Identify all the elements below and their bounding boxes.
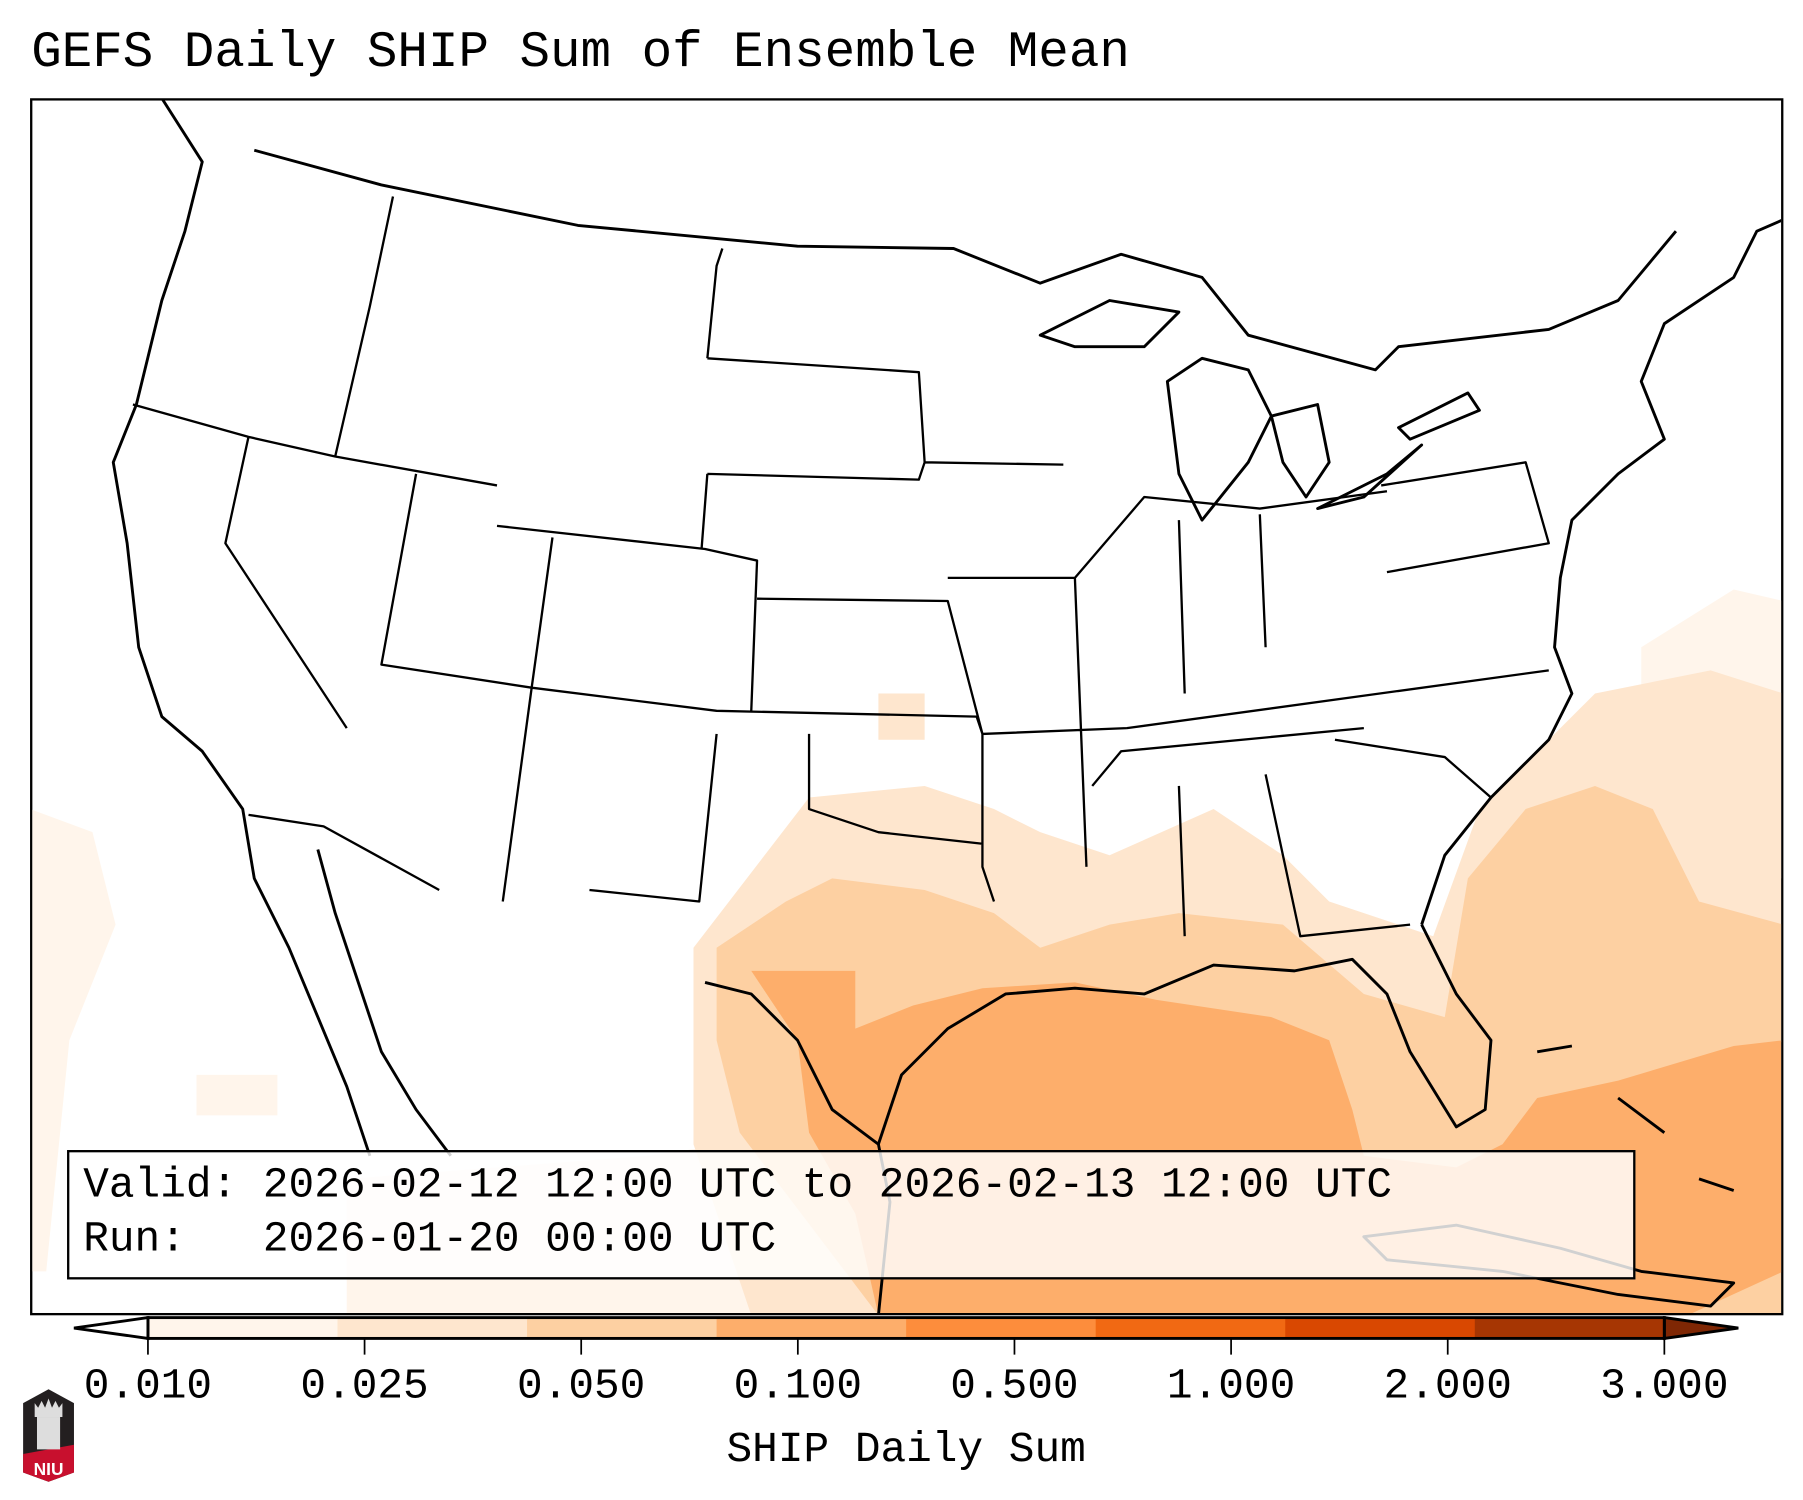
- colorbar-cell: [716, 1317, 907, 1339]
- state-lines: [132, 196, 1550, 938]
- colorbar-tick-label: 3.000: [1600, 1362, 1729, 1412]
- niu-logo: NIU: [23, 1389, 74, 1482]
- colorbar-cell: [337, 1317, 528, 1339]
- valid-label: Valid:: [83, 1161, 238, 1211]
- colorbar-tick-label: 0.025: [300, 1362, 429, 1412]
- colorbar: [73, 1315, 1739, 1355]
- valid-time-range: 2026-02-12 12:00 UTC to 2026-02-13 12:00…: [262, 1161, 1393, 1211]
- map-panel: [30, 98, 1784, 1316]
- colorbar-over-arrow: [1662, 1315, 1739, 1341]
- us-east-coast: [1420, 219, 1782, 926]
- colorbar-outline: [146, 1316, 1666, 1340]
- colorbar-tick-label: 0.100: [733, 1362, 862, 1412]
- run-label: Run:: [83, 1215, 186, 1265]
- logo-text: NIU: [34, 1459, 64, 1479]
- chart-title: GEFS Daily SHIP Sum of Ensemble Mean: [31, 24, 1130, 83]
- colorbar-tick-label: 0.050: [517, 1362, 646, 1412]
- map-svg: [32, 100, 1782, 1313]
- colorbar-cell: [147, 1317, 339, 1339]
- colorbar-cell: [1474, 1317, 1665, 1339]
- colorbar-tick-label: 2.000: [1383, 1362, 1512, 1412]
- run-time: 2026-01-20 00:00 UTC: [262, 1215, 777, 1265]
- colorbar-label: SHIP Daily Sum: [726, 1426, 1086, 1475]
- colorbar-tick-label: 1.000: [1166, 1362, 1296, 1412]
- cuba-and-islands: [1362, 1044, 1736, 1308]
- colorbar-tick-label: 0.500: [950, 1362, 1079, 1412]
- colorbar-cell: [1095, 1317, 1286, 1339]
- great-lakes: [1038, 299, 1481, 522]
- colorbar-cell: [527, 1317, 718, 1339]
- us-west-coast: [111, 100, 372, 1157]
- colorbar-cell: [906, 1317, 1097, 1339]
- baja-peninsula: [316, 849, 452, 1157]
- colorbar-cell: [1285, 1317, 1476, 1339]
- colorbar-tick-label: 0.010: [83, 1362, 213, 1412]
- colorbar-under-arrow: [73, 1315, 150, 1341]
- canada-border: [253, 148, 1678, 372]
- valid-run-info-box: Valid: 2026-02-12 12:00 UTC to 2026-02-1…: [67, 1150, 1636, 1280]
- us-gulf-coast: [877, 923, 1493, 1145]
- coastlines-and-borders: [111, 100, 1782, 1313]
